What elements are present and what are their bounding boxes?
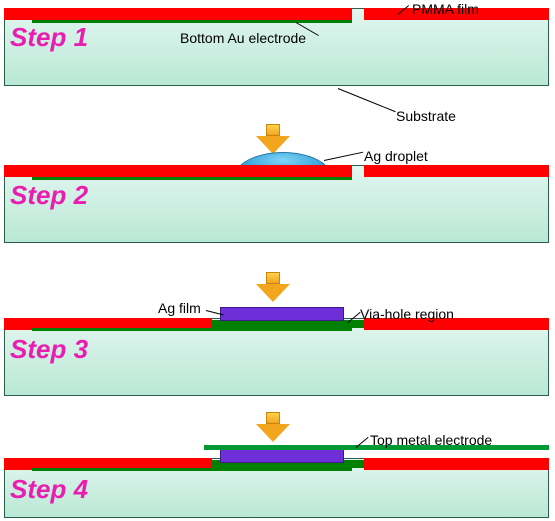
anno-ag-film: Ag film [158, 300, 201, 316]
via-hole-region [212, 320, 364, 328]
ag-film [220, 307, 344, 321]
anno-top-electrode: Top metal electrode [370, 432, 492, 448]
pmma-film-right-4 [364, 458, 549, 470]
anno-ag-droplet: Ag droplet [364, 148, 428, 164]
pmma-film-left-2 [4, 165, 352, 177]
pmma-film-left [4, 8, 352, 20]
bottom-electrode-4 [32, 468, 352, 471]
step-1-label: Step 1 [10, 22, 88, 53]
anno-pmma: PMMA film [412, 1, 479, 17]
pmma-film-right-2 [364, 165, 549, 177]
leader-ag-droplet [324, 152, 363, 161]
arrow-step-1-2 [256, 124, 290, 154]
ag-film-4 [220, 449, 344, 463]
anno-via-hole: Via-hole region [360, 306, 454, 322]
arrow-step-2-3 [256, 272, 290, 302]
step-3-label: Step 3 [10, 334, 88, 365]
anno-bottom-au: Bottom Au electrode [180, 30, 306, 46]
arrow-step-3-4 [256, 412, 290, 442]
step-2-label: Step 2 [10, 180, 88, 211]
anno-substrate: Substrate [396, 108, 456, 124]
bottom-electrode-3 [32, 328, 352, 331]
leader-substrate [338, 88, 396, 112]
step-4-label: Step 4 [10, 474, 88, 505]
